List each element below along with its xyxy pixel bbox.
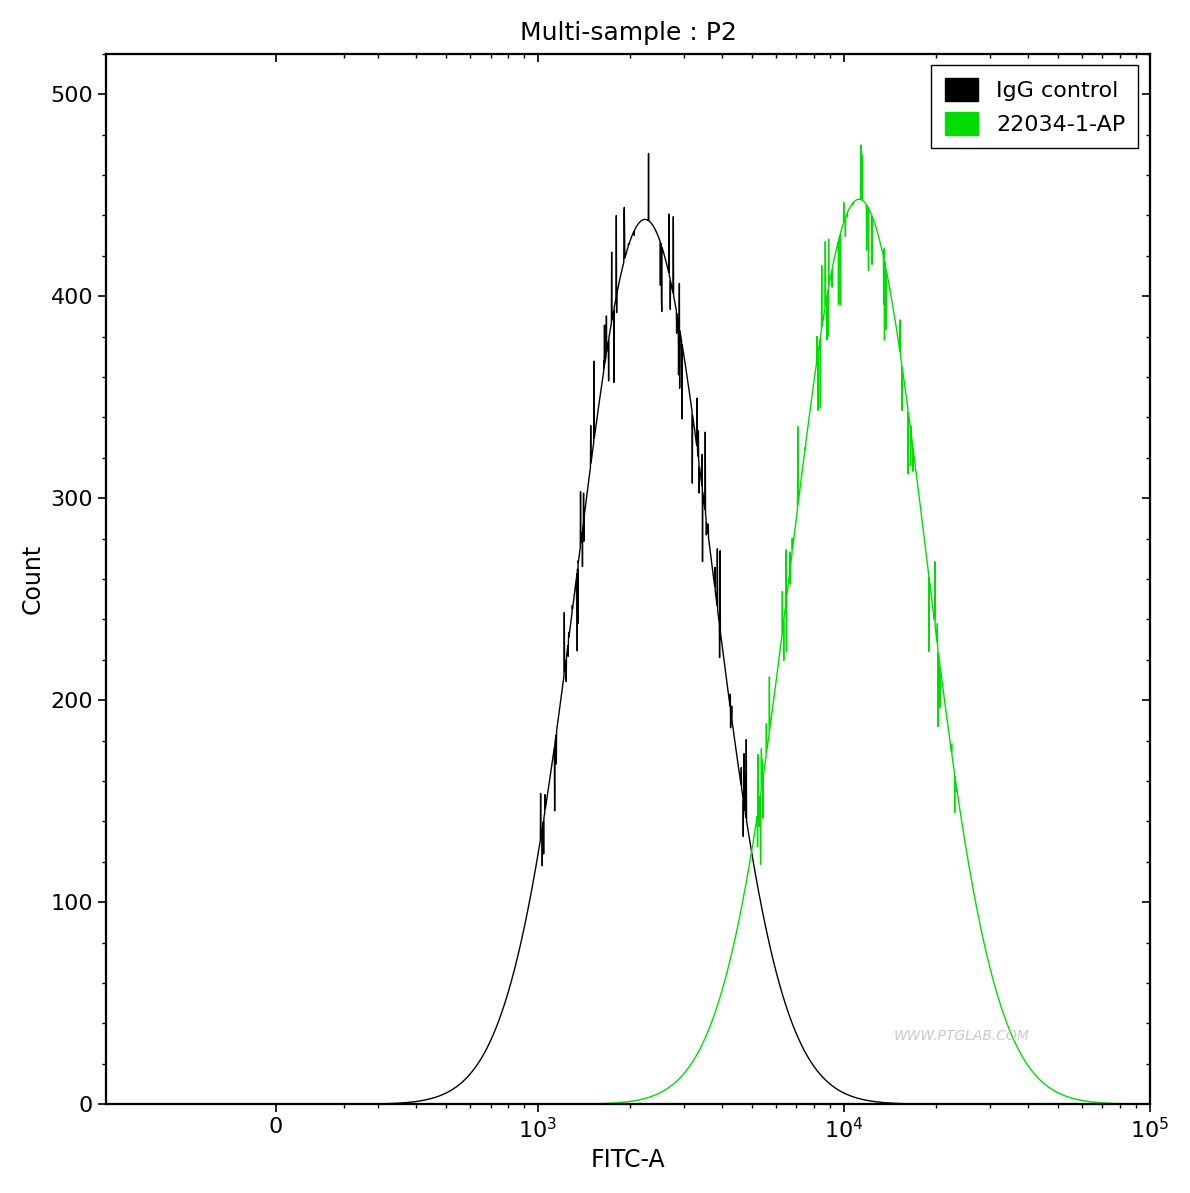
22034-1-AP	[378, 1098, 393, 1112]
22034-1-AP	[731, 920, 745, 934]
22034-1-AP	[1098, 1096, 1113, 1111]
Text: WWW.PTGLAB.COM: WWW.PTGLAB.COM	[894, 1028, 1029, 1043]
IgG control	[378, 1096, 393, 1111]
22034-1-AP	[521, 1098, 536, 1112]
IgG control	[695, 478, 709, 493]
Title: Multi-sample : P2: Multi-sample : P2	[520, 20, 737, 45]
IgG control	[521, 901, 536, 915]
22034-1-AP	[853, 138, 868, 153]
IgG control	[472, 1055, 487, 1069]
X-axis label: FITC-A: FITC-A	[590, 1148, 665, 1173]
Legend: IgG control, 22034-1-AP: IgG control, 22034-1-AP	[932, 64, 1139, 148]
IgG control	[731, 755, 745, 769]
22034-1-AP	[472, 1098, 487, 1112]
Y-axis label: Count: Count	[21, 544, 45, 614]
22034-1-AP	[1188, 1098, 1190, 1112]
IgG control	[1188, 1098, 1190, 1112]
IgG control	[1098, 1098, 1113, 1112]
Line: IgG control: IgG control	[386, 154, 1190, 1105]
Line: 22034-1-AP: 22034-1-AP	[386, 146, 1190, 1105]
IgG control	[641, 147, 656, 161]
22034-1-AP	[695, 1038, 709, 1052]
